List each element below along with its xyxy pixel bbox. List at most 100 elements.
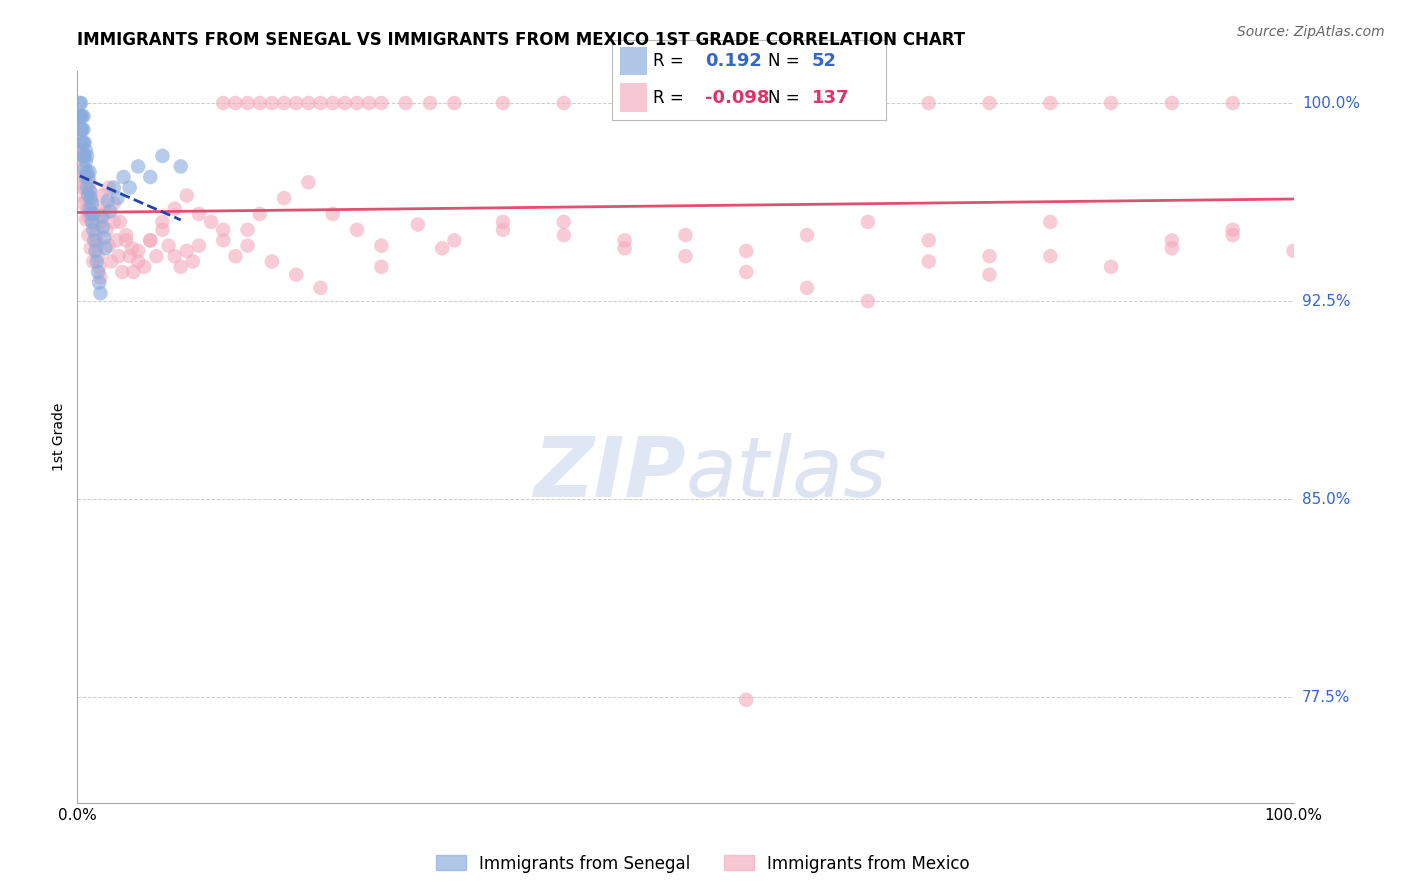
Point [127,254,149,268]
Text: 77.5%: 77.5% [1302,690,1350,705]
Point [796,228,818,243]
Text: R =: R = [652,52,683,70]
Text: atlas: atlas [686,434,887,514]
Point [79,164,101,178]
Text: ZIP: ZIP [533,434,686,514]
Point [73,162,96,177]
Point [1039,215,1062,229]
Point [84,228,107,243]
Point [103,215,125,229]
Point [675,228,697,243]
Point [1161,241,1184,255]
Point [96,223,118,237]
Point [170,160,193,174]
Text: 52: 52 [811,52,837,70]
Y-axis label: 1st Grade: 1st Grade [52,403,66,471]
Point [370,238,392,252]
Point [72,122,94,136]
Point [100,254,122,268]
Point [80,196,103,211]
Point [107,249,129,263]
Point [1099,260,1122,274]
Point [796,96,818,111]
Point [77,210,100,224]
Point [249,207,271,221]
Point [77,169,100,184]
Point [69,136,91,150]
Text: -0.098: -0.098 [704,89,769,107]
Point [1222,96,1244,111]
Point [86,254,108,268]
Point [322,207,344,221]
Point [1161,96,1184,111]
Point [273,191,295,205]
Point [77,228,100,243]
Point [157,238,180,252]
Point [115,228,138,243]
Point [94,241,117,255]
Point [80,186,103,200]
Point [1222,223,1244,237]
Point [80,207,103,221]
Text: 137: 137 [811,89,849,107]
Text: R =: R = [652,89,683,107]
Point [297,175,319,189]
Point [105,233,128,247]
Bar [620,46,647,76]
Point [97,194,120,208]
Point [979,249,1001,263]
Point [675,249,697,263]
Point [333,96,356,111]
Point [89,286,111,301]
Point [103,180,125,194]
Point [212,223,235,237]
Point [75,169,97,184]
Point [82,207,104,221]
Point [1039,249,1062,263]
Point [170,260,193,274]
Point [735,693,758,707]
Point [297,96,319,111]
Point [249,96,271,111]
Point [79,202,101,216]
Point [260,96,283,111]
Point [285,96,308,111]
Point [419,96,441,111]
Point [346,223,368,237]
Point [613,96,636,111]
Point [212,233,235,247]
Point [613,241,636,255]
Point [152,149,174,163]
Point [322,96,344,111]
Point [76,164,98,178]
Point [152,215,174,229]
Point [93,207,115,221]
Point [285,268,308,282]
Point [82,254,104,268]
Point [406,218,429,232]
Point [111,265,134,279]
Point [70,122,93,136]
Point [152,223,174,237]
Point [83,233,105,247]
Point [224,249,246,263]
Point [443,96,465,111]
Point [260,254,283,268]
Point [93,202,115,216]
Point [93,230,115,244]
Point [87,265,110,279]
Point [72,149,94,163]
Point [236,223,259,237]
Point [163,249,186,263]
Point [75,144,97,158]
Point [86,233,108,247]
Point [80,196,103,211]
Point [98,204,121,219]
Point [75,191,97,205]
Point [200,215,222,229]
Point [1222,228,1244,243]
Point [69,109,91,123]
Text: Source: ZipAtlas.com: Source: ZipAtlas.com [1237,25,1385,39]
Point [1039,96,1062,111]
Point [492,96,515,111]
